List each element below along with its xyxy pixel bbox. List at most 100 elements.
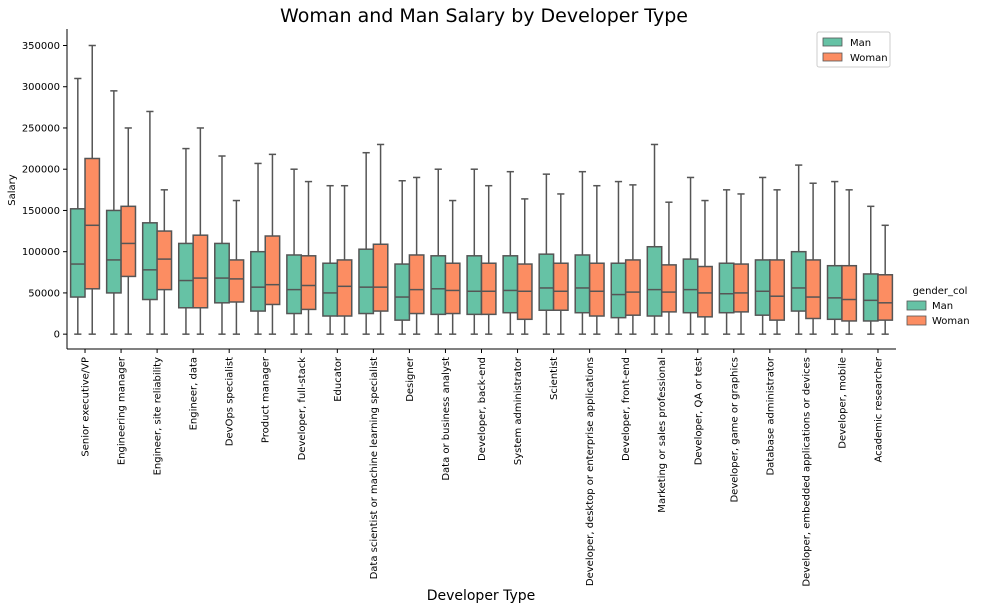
x-axis-ticks: Senior executive/VP Engineering manager En… bbox=[81, 349, 884, 587]
box-man bbox=[718, 189, 735, 335]
box-woman bbox=[480, 184, 497, 335]
y-tick-label: 0 bbox=[54, 330, 60, 341]
x-tick-label: Developer, front-end bbox=[621, 357, 632, 461]
box-iqr bbox=[322, 262, 339, 317]
x-tick-label: DevOps specialist bbox=[225, 357, 236, 446]
outer-legend-swatch-man bbox=[906, 300, 927, 311]
y-tick-label: 150000 bbox=[22, 206, 60, 217]
box-man bbox=[790, 164, 807, 335]
inner-legend-swatch-man bbox=[822, 37, 843, 47]
box-iqr bbox=[552, 262, 569, 311]
box-iqr bbox=[300, 255, 317, 311]
box-woman bbox=[697, 199, 713, 335]
box-man bbox=[69, 77, 86, 335]
x-tick-label: Engineering manager bbox=[117, 356, 128, 465]
box-iqr bbox=[156, 230, 173, 291]
box-iqr bbox=[862, 273, 879, 322]
x-tick-label: Developer, desktop or enterprise applica… bbox=[585, 357, 596, 586]
box-woman bbox=[769, 189, 786, 335]
box-iqr bbox=[214, 242, 230, 304]
x-tick-label: Engineer, data bbox=[189, 357, 200, 430]
x-axis-label: Developer Type bbox=[427, 588, 536, 604]
box-iqr bbox=[588, 262, 605, 317]
x-tick-label: Developer, QA or test bbox=[693, 357, 704, 465]
box-iqr bbox=[826, 264, 843, 321]
y-tick-label: 300000 bbox=[22, 82, 60, 93]
box-woman bbox=[264, 153, 281, 335]
x-tick-label: Developer, game or graphics bbox=[729, 357, 740, 503]
box-iqr bbox=[408, 254, 425, 315]
box-iqr bbox=[120, 205, 137, 278]
x-tick-label: Product manager bbox=[261, 356, 272, 443]
y-axis-ticks: 0 50000 100000 150000 200000 250000 300000 3500… bbox=[22, 41, 67, 341]
x-tick-label: Developer, mobile bbox=[837, 357, 848, 449]
outer-legend-label-woman: Woman bbox=[932, 316, 970, 327]
x-tick-label: Senior executive/VP bbox=[81, 357, 92, 457]
box-iqr bbox=[84, 157, 101, 290]
box-woman bbox=[228, 199, 245, 335]
box-iqr bbox=[538, 253, 555, 311]
box-iqr bbox=[192, 234, 209, 309]
box-iqr bbox=[733, 263, 749, 313]
outer-legend: gender_col Man Woman bbox=[906, 286, 970, 327]
chart-title: Woman and Man Salary by Developer Type bbox=[280, 5, 688, 27]
box-iqr bbox=[790, 250, 807, 312]
box-iqr bbox=[502, 255, 519, 314]
box-iqr bbox=[372, 243, 389, 312]
box-woman bbox=[84, 44, 101, 335]
box-iqr bbox=[718, 262, 735, 314]
box-man bbox=[286, 168, 303, 335]
box-woman bbox=[805, 182, 822, 335]
box-man bbox=[358, 151, 375, 335]
box-man bbox=[538, 173, 555, 335]
box-woman bbox=[660, 201, 677, 335]
box-iqr bbox=[430, 255, 447, 316]
x-tick-label: Scientist bbox=[549, 357, 560, 400]
box-woman bbox=[516, 198, 533, 335]
box-woman bbox=[552, 193, 569, 335]
x-tick-label: Data scientist or machine learning speci… bbox=[369, 357, 380, 579]
x-tick-label: Database administrator bbox=[765, 356, 776, 475]
box-iqr bbox=[466, 255, 483, 316]
box-man bbox=[177, 147, 194, 335]
box-woman bbox=[156, 189, 173, 335]
box-woman bbox=[841, 189, 858, 335]
box-iqr bbox=[624, 259, 641, 316]
box-iqr bbox=[105, 209, 122, 294]
outer-legend-label-man: Man bbox=[932, 301, 953, 312]
box-man bbox=[322, 184, 339, 335]
box-man bbox=[430, 168, 447, 335]
x-tick-label: Data or business analyst bbox=[441, 357, 452, 481]
x-tick-label: Developer, full-stack bbox=[297, 357, 308, 461]
x-tick-label: Developer, back-end bbox=[477, 357, 488, 461]
box-woman bbox=[336, 184, 353, 335]
box-woman bbox=[120, 127, 137, 335]
box-man bbox=[862, 205, 879, 335]
box-man bbox=[502, 170, 519, 335]
inner-legend-label-man: Man bbox=[850, 38, 871, 49]
box-woman bbox=[877, 224, 894, 335]
inner-legend-label-woman: Woman bbox=[850, 53, 888, 64]
box-iqr bbox=[69, 208, 86, 298]
box-iqr bbox=[610, 262, 627, 319]
box-iqr bbox=[286, 254, 303, 315]
box-iqr bbox=[228, 259, 245, 303]
box-iqr bbox=[141, 222, 158, 301]
inner-legend: Man Woman bbox=[816, 31, 891, 68]
box-man bbox=[394, 180, 411, 335]
box-iqr bbox=[250, 250, 266, 312]
y-axis-label: Salary bbox=[7, 174, 18, 205]
box-iqr bbox=[264, 235, 281, 306]
box-iqr bbox=[444, 262, 461, 315]
box-man bbox=[754, 176, 771, 335]
box-woman bbox=[588, 184, 605, 335]
box-iqr bbox=[336, 259, 353, 317]
box-iqr bbox=[394, 263, 411, 321]
box-man bbox=[826, 180, 843, 335]
box-iqr bbox=[805, 259, 822, 320]
box-man bbox=[105, 90, 122, 335]
inner-legend-swatch-woman bbox=[822, 52, 843, 62]
box-iqr bbox=[754, 259, 771, 316]
y-tick-label: 250000 bbox=[22, 123, 60, 134]
